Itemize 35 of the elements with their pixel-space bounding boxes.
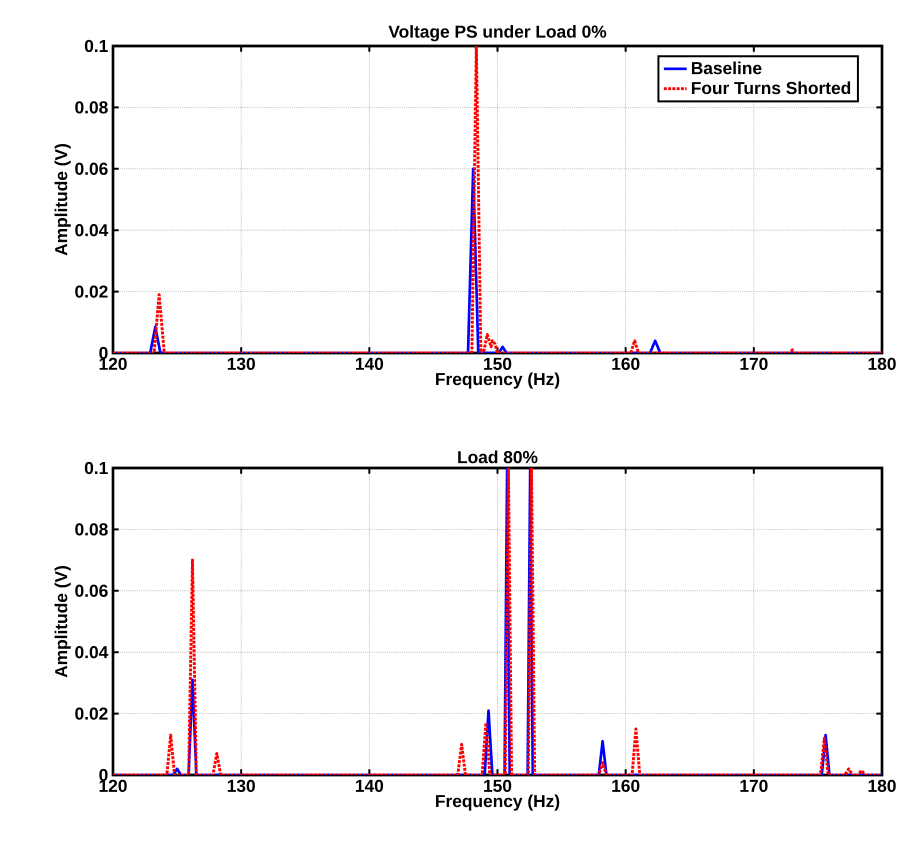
y-axis-title: Amplitude (V)	[54, 566, 71, 678]
x-tick-label: 160	[612, 780, 640, 792]
y-tick-label: 0.06	[75, 584, 108, 597]
legend-label: Baseline	[692, 62, 762, 74]
y-tick-label: 0.08	[75, 523, 108, 536]
y-axis-title: Amplitude (V)	[54, 144, 71, 256]
x-axis-title: Frequency (Hz)	[436, 372, 560, 389]
y-tick-label: 0.08	[75, 101, 108, 114]
y-tick-label: 0.1	[84, 462, 108, 474]
chart-title: Voltage PS under Load 0%	[388, 25, 606, 42]
x-tick-label: 150	[484, 358, 512, 370]
y-tick-label: 0.06	[75, 162, 108, 175]
line-series	[113, 46, 882, 353]
y-tick-label: 0.1	[84, 40, 108, 52]
chart-title: Load 80%	[458, 450, 538, 464]
y-tick-label: 0	[99, 346, 108, 360]
y-tick-label: 0.02	[75, 285, 108, 298]
x-tick-label: 150	[484, 780, 512, 792]
x-tick-label: 180	[868, 358, 896, 370]
x-tick-label: 120	[100, 358, 127, 370]
y-tick-label: 0.04	[75, 646, 108, 658]
x-tick-label: 160	[612, 358, 640, 370]
x-tick-label: 140	[356, 358, 384, 370]
x-tick-label: 130	[228, 358, 255, 370]
x-tick-label: 130	[228, 780, 255, 792]
x-tick-label: 170	[740, 358, 768, 370]
x-tick-label: 180	[868, 780, 896, 792]
y-tick-label: 0.02	[75, 707, 108, 720]
x-tick-label: 170	[740, 780, 768, 792]
y-tick-label: 0.04	[75, 224, 108, 236]
y-tick-label: 0	[99, 768, 108, 782]
legend-label: Four Turns Shorted	[692, 81, 850, 94]
x-tick-label: 140	[356, 780, 384, 792]
x-tick-label: 120	[100, 780, 127, 792]
x-axis-title: Frequency (Hz)	[436, 794, 560, 811]
